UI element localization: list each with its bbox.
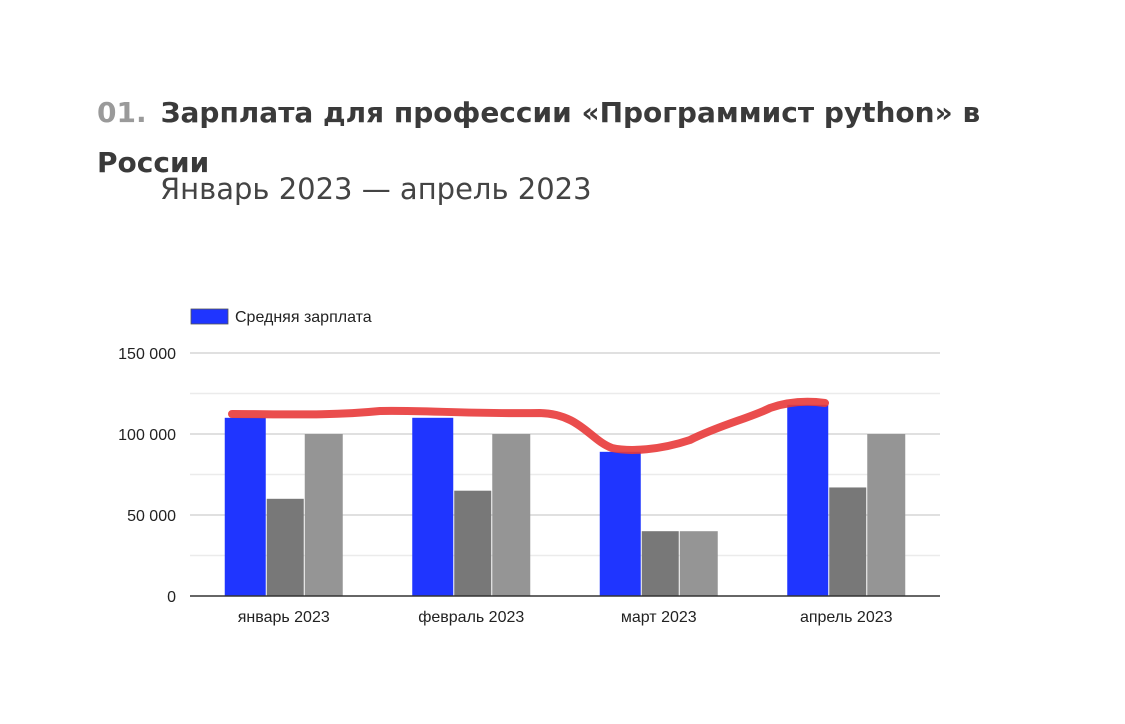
bar xyxy=(412,417,454,596)
y-tick-label: 0 xyxy=(167,589,176,606)
x-tick-label: январь 2023 xyxy=(238,609,330,626)
chart-heading: 01. Зарплата для профессии «Программист p… xyxy=(97,88,1017,188)
x-tick-label: февраль 2023 xyxy=(418,609,524,626)
hand-drawn-trend-line xyxy=(228,397,829,454)
y-tick-label: 50 000 xyxy=(127,508,176,525)
bar xyxy=(867,434,906,596)
bar xyxy=(641,531,679,596)
heading-text: Зарплата для профессии «Программист pyth… xyxy=(97,96,981,179)
y-tick-label: 100 000 xyxy=(118,427,176,444)
chart-subtitle: Январь 2023 — апрель 2023 xyxy=(160,172,592,206)
bar xyxy=(454,490,492,596)
bar xyxy=(492,434,531,596)
bar xyxy=(787,404,829,596)
heading-number: 01. xyxy=(97,96,147,129)
bar xyxy=(679,531,718,596)
x-tick-label: март 2023 xyxy=(621,609,697,626)
legend-swatch xyxy=(190,308,229,325)
x-tick-label: апрель 2023 xyxy=(800,609,893,626)
bar xyxy=(304,434,343,596)
bar xyxy=(224,417,266,596)
bar xyxy=(266,498,304,596)
y-tick-label: 150 000 xyxy=(118,346,176,363)
bar xyxy=(599,451,641,596)
legend-label: Средняя зарплата xyxy=(235,309,372,326)
bar xyxy=(829,487,867,596)
